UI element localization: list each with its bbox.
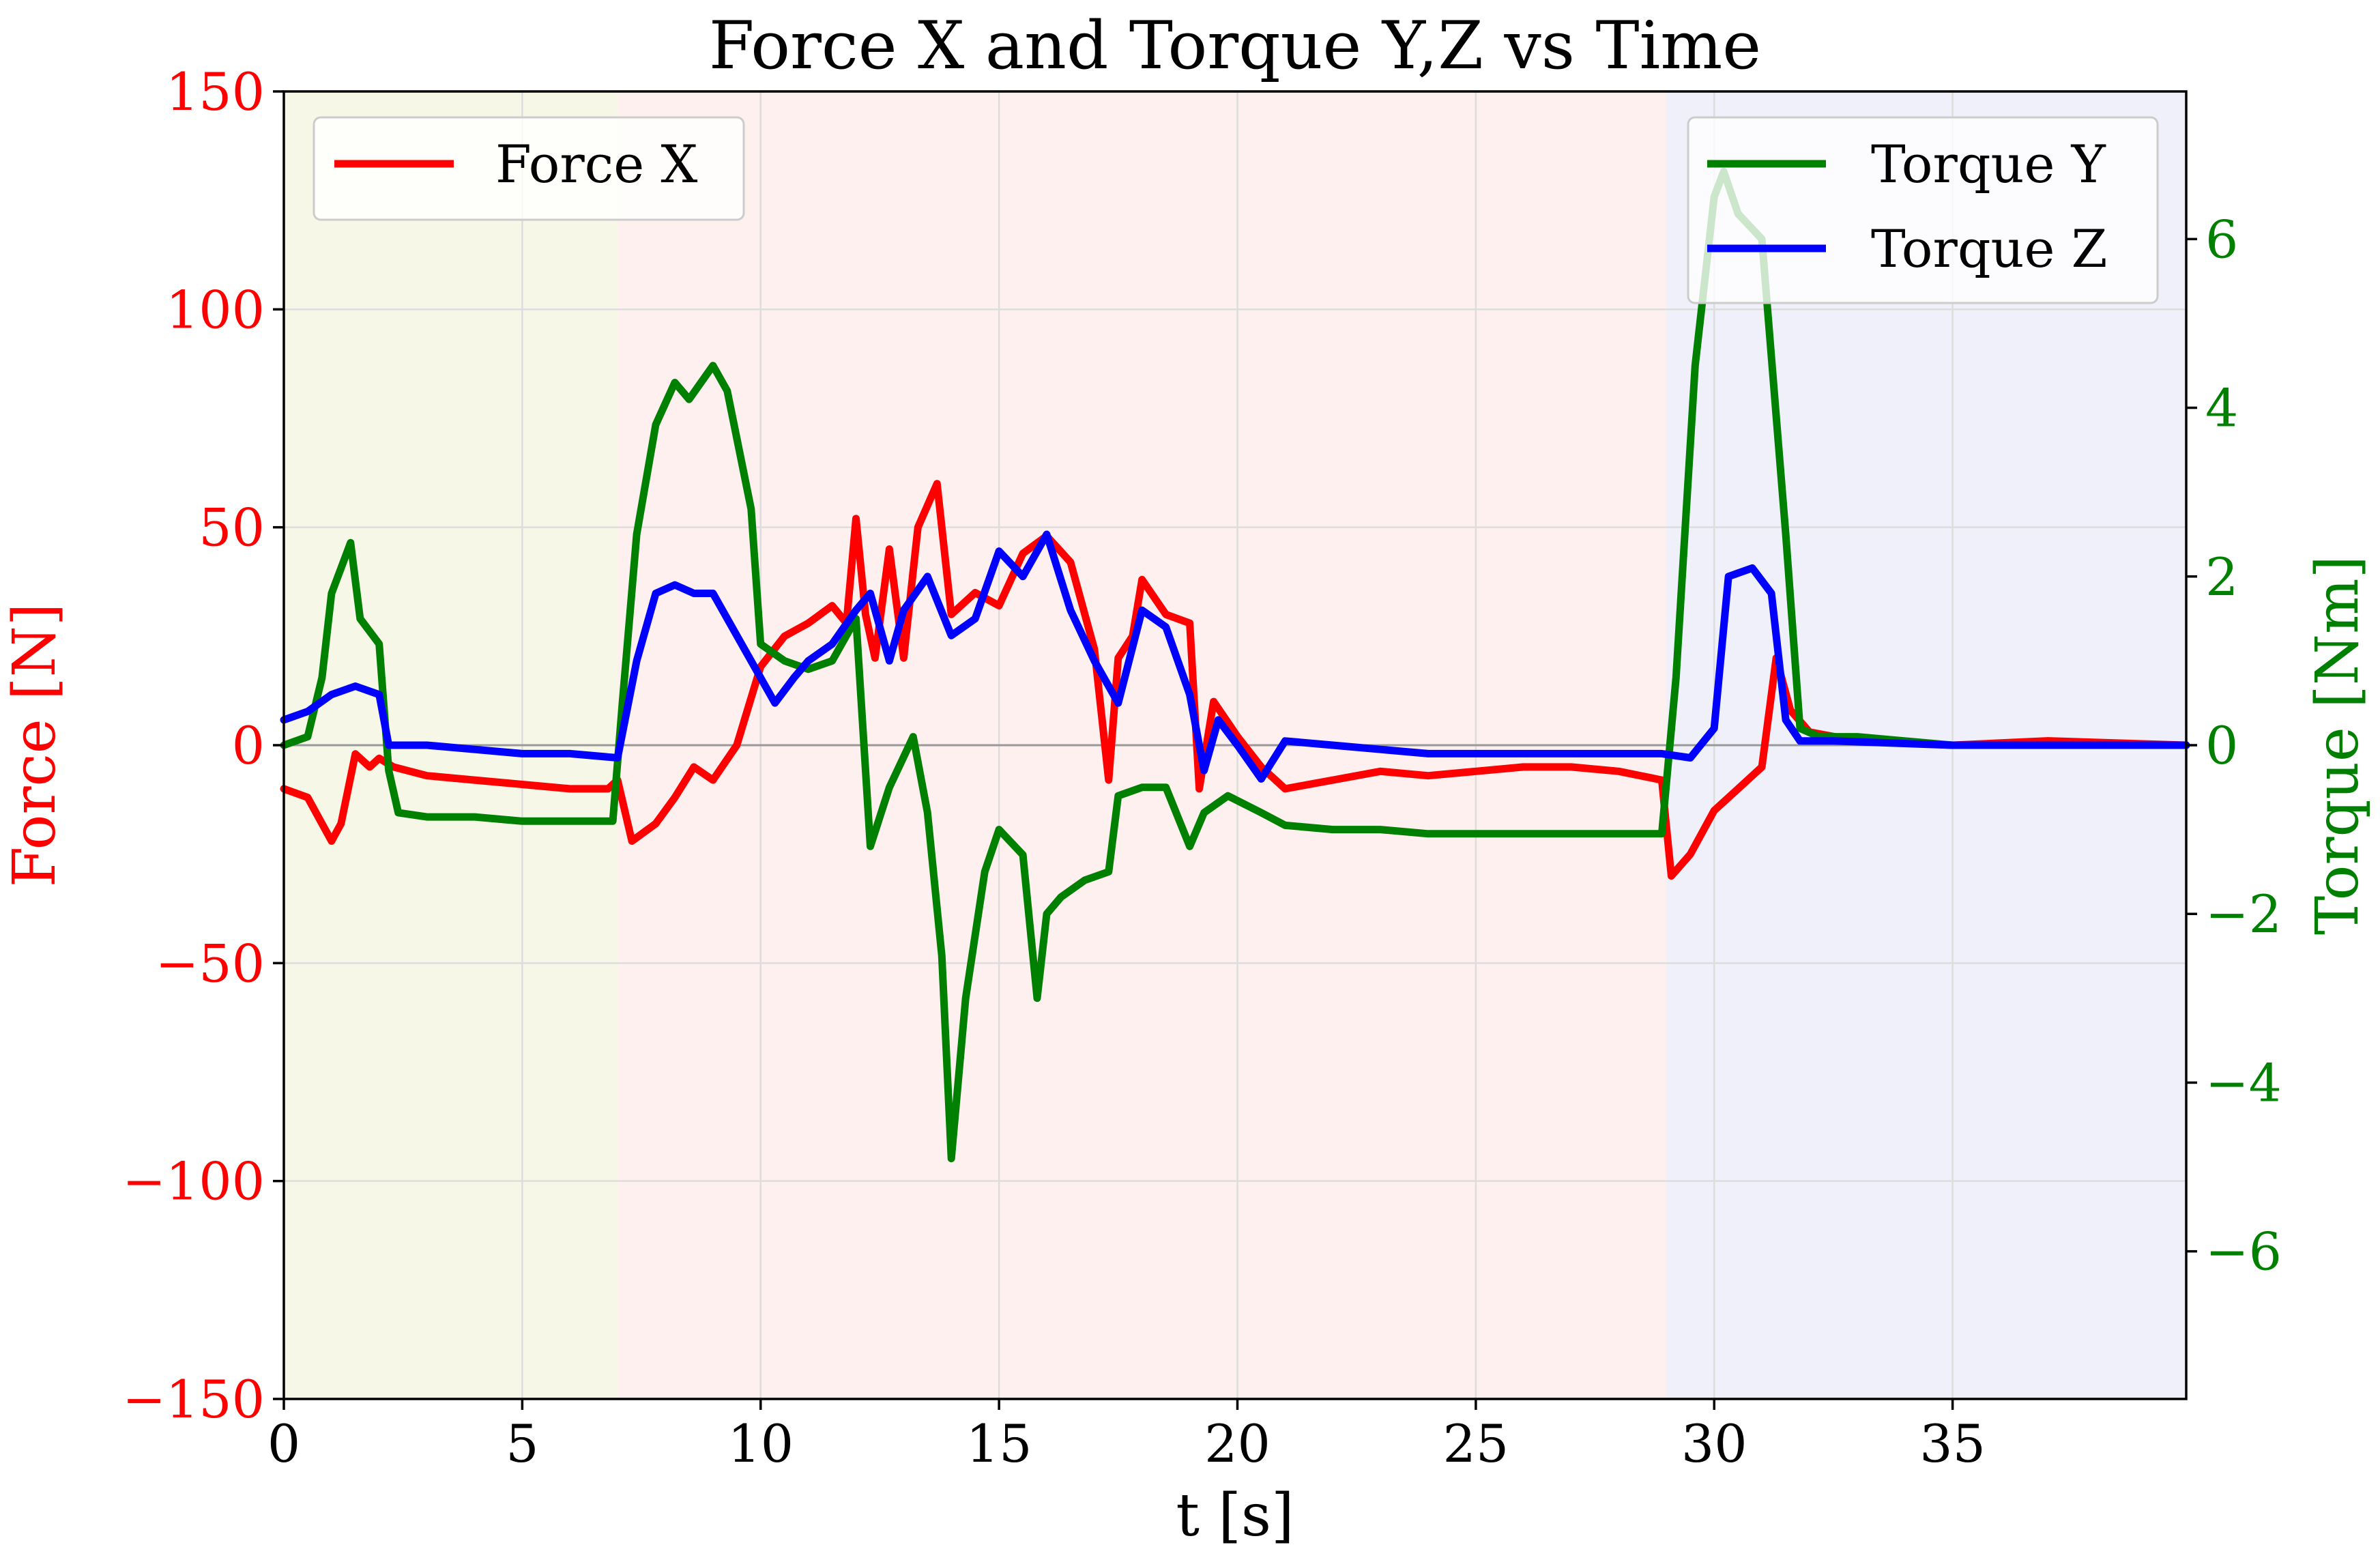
legend-label-torque-y: Torque Y	[1871, 134, 2106, 194]
chart-title: Force X and Torque Y,Z vs Time	[709, 8, 1761, 84]
legend-label-force-x: Force X	[495, 134, 697, 194]
y2-axis-label-torque: Torque [Nm]	[2304, 555, 2372, 935]
axis-ticks: 0 5 10 15 20 25 30 35−150−100−50050100150−6−4−2…	[122, 61, 2282, 1474]
series-line-torque-y	[280, 167, 2190, 1163]
x-tick-label-7: 35	[1919, 1413, 1986, 1474]
legend-label-torque-z: Torque Z	[1871, 218, 2107, 279]
y-tick-label-2: −50	[156, 933, 265, 994]
y-tick-label-4: 50	[199, 497, 265, 558]
series-line-force-x	[280, 480, 2190, 880]
y-tick-label-3: 0	[232, 715, 265, 776]
y2-tick-label-2: −2	[2205, 884, 2282, 944]
series-line-torque-z	[280, 530, 2190, 783]
y-axis-label-force: Force [N]	[1, 603, 69, 888]
x-tick-label-1: 5	[506, 1413, 538, 1474]
x-tick-label-0: 0	[267, 1413, 300, 1474]
y2-tick-label-6: 6	[2205, 209, 2238, 270]
y2-tick-label-3: 0	[2205, 715, 2238, 776]
x-tick-label-3: 15	[966, 1413, 1032, 1474]
series-lines	[280, 167, 2190, 1163]
y2-tick-label-4: 2	[2205, 547, 2238, 607]
legend-force: Force X	[313, 116, 745, 221]
y2-tick-label-1: −4	[2205, 1052, 2282, 1113]
x-tick-label-6: 30	[1681, 1413, 1747, 1474]
y-tick-label-0: −150	[122, 1369, 265, 1430]
y-tick-label-6: 150	[166, 61, 265, 122]
y-tick-label-1: −100	[122, 1151, 265, 1212]
x-tick-label-4: 20	[1204, 1413, 1271, 1474]
y2-tick-label-0: −6	[2205, 1222, 2282, 1282]
legend-torque: Torque Y Torque Z	[1687, 116, 2159, 304]
y2-tick-label-5: 4	[2205, 378, 2238, 439]
legend-force-box	[313, 116, 745, 221]
x-tick-label-5: 25	[1443, 1413, 1509, 1474]
x-axis-label: t [s]	[1176, 1482, 1294, 1550]
y-tick-label-5: 100	[166, 279, 265, 340]
x-tick-label-2: 10	[727, 1413, 794, 1474]
